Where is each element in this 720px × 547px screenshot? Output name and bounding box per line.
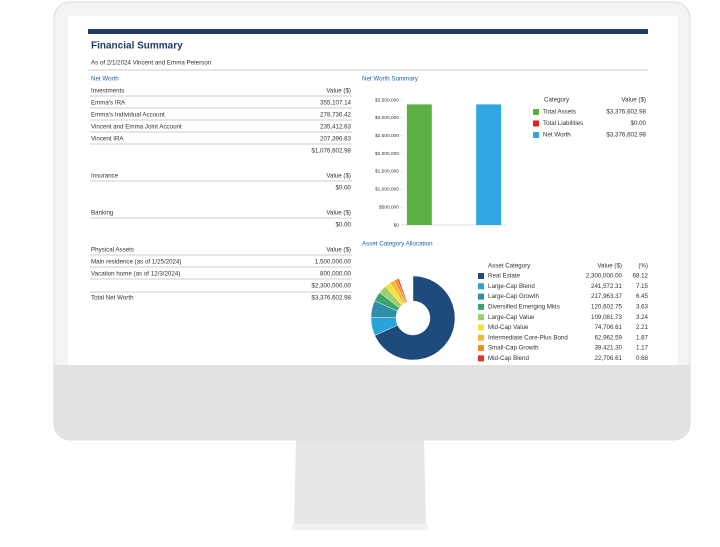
row-label: Vacation home (as of 12/3/2024) xyxy=(91,271,180,278)
legend-swatch xyxy=(533,120,539,127)
legend-percent: 3.63 xyxy=(636,304,649,311)
section-total: $0.00 xyxy=(336,222,352,229)
title: Financial Summary xyxy=(91,41,183,52)
legend-swatch xyxy=(478,283,484,290)
table-header: Value ($) xyxy=(326,88,351,95)
legend-value: $0.00 xyxy=(631,120,647,127)
legend-swatch xyxy=(478,345,484,352)
table-header: Investments xyxy=(91,88,124,95)
legend-value: $3,376,602.98 xyxy=(606,132,646,139)
row-value: 355,107.14 xyxy=(320,100,352,107)
legend-swatch xyxy=(478,324,484,331)
row-label: Vincent and Emma Joint Account xyxy=(91,124,182,131)
legend-percent: 1.87 xyxy=(636,334,649,341)
legend-value: $3,376,602.98 xyxy=(606,109,646,116)
row-value: 235,412.63 xyxy=(320,124,352,131)
y-tick-label: $500,000 xyxy=(379,204,399,210)
row-value: 207,396.83 xyxy=(320,136,352,143)
chart-title: Net Worth Summary xyxy=(362,76,419,83)
y-tick-label: $3,500,000 xyxy=(375,97,399,103)
legend-swatch xyxy=(478,303,484,310)
bar xyxy=(406,104,432,225)
legend-swatch xyxy=(478,314,484,321)
legend-value: 62,962.59 xyxy=(594,334,622,341)
legend-label: Mid-Cap Value xyxy=(488,324,529,331)
y-tick-label: $3,000,000 xyxy=(375,115,399,121)
legend-swatch xyxy=(478,293,484,300)
table-header: Value ($) xyxy=(326,247,351,254)
chart-title: Asset Category Allocation xyxy=(362,241,433,248)
legend-swatch xyxy=(478,355,484,362)
legend-swatch xyxy=(478,334,484,341)
table-header: Physical Assets xyxy=(91,247,134,254)
row-label: Emma's IRA xyxy=(91,100,126,107)
monitor-chin xyxy=(54,365,690,440)
section-total: $2,300,000.00 xyxy=(311,283,351,290)
legend-swatch xyxy=(478,273,484,279)
section-total: $1,076,602.98 xyxy=(311,148,351,155)
legend-value: 120,602.75 xyxy=(591,304,623,311)
y-tick-label: $1,500,000 xyxy=(375,169,399,175)
legend-label: Large-Cap Blend xyxy=(488,283,535,290)
legend-label: Diversified Emerging Mkts xyxy=(488,304,560,311)
legend-value: 74,706.61 xyxy=(594,324,622,331)
legend-header: (%) xyxy=(638,263,648,270)
donut-slice xyxy=(396,278,408,303)
legend-label: Mid-Cap Blend xyxy=(488,355,529,362)
legend-label: Real Estate xyxy=(488,273,521,280)
legend-percent: 3.24 xyxy=(636,314,649,321)
donut-slice xyxy=(374,275,456,361)
legend-value: 39,421.30 xyxy=(594,345,622,352)
y-tick-label: $2,000,000 xyxy=(375,151,399,157)
legend-label: Total Assets xyxy=(543,109,576,116)
row-label: Vincent IRA xyxy=(91,136,124,143)
row-value: 278,736.42 xyxy=(320,112,352,119)
legend-value: 109,081.73 xyxy=(591,314,623,321)
legend-label: Net Worth xyxy=(543,132,571,139)
table-header: Value ($) xyxy=(326,173,351,180)
legend-value: 241,572.31 xyxy=(591,283,623,290)
legend-percent: 7.15 xyxy=(636,283,649,290)
row-value: 800,000.00 xyxy=(320,271,352,278)
legend-swatch xyxy=(533,132,539,138)
legend-percent: 0.68 xyxy=(636,355,649,362)
legend-value: 22,706.61 xyxy=(594,355,622,362)
row-label: Main residence (as of 1/25/2024) xyxy=(91,259,181,266)
section-heading: Net Worth xyxy=(91,76,119,83)
grand-total: $3,376,602.98 xyxy=(311,295,351,302)
legend-percent: 1.17 xyxy=(636,345,649,352)
grand-total-label: Total Net Worth xyxy=(91,295,134,302)
y-tick-label: $0 xyxy=(394,222,400,228)
legend-value: 2,300,000.00 xyxy=(586,273,623,280)
row-label: Emma's Individual Account xyxy=(91,112,165,119)
legend-percent: 2.21 xyxy=(636,324,649,331)
bar xyxy=(476,104,502,225)
table-header: Insurance xyxy=(91,173,119,180)
legend-header: Category xyxy=(544,97,570,104)
y-tick-label: $1,000,000 xyxy=(375,187,399,193)
legend-value: 217,963.37 xyxy=(591,293,623,300)
legend-label: Intermediate Core-Plus Bond xyxy=(488,334,568,341)
legend-percent: 68.12 xyxy=(633,273,649,280)
legend-percent: 6.45 xyxy=(636,293,649,300)
section-total: $0.00 xyxy=(336,185,352,192)
stand xyxy=(294,438,426,528)
legend-header: Value ($) xyxy=(621,97,646,104)
legend-label: Large-Cap Growth xyxy=(488,293,539,300)
legend-label: Small-Cap Growth xyxy=(488,345,539,352)
table-header: Value ($) xyxy=(326,210,351,217)
document: Financial Summary As of 2/1/2024 Vincent… xyxy=(88,29,649,362)
y-tick-label: $2,500,000 xyxy=(375,133,399,139)
legend-header: Asset Category xyxy=(488,263,531,270)
stand-base xyxy=(292,524,428,530)
legend-header: Value ($) xyxy=(597,263,622,270)
legend-swatch xyxy=(533,109,539,115)
legend-label: Large-Cap Value xyxy=(488,314,535,321)
row-value: 1,500,000.00 xyxy=(315,259,352,266)
subtitle: As of 2/1/2024 Vincent and Emma Peterson xyxy=(91,60,212,67)
legend-label: Total Liabilities xyxy=(543,120,583,127)
table-header: Banking xyxy=(91,210,114,217)
header-bar xyxy=(88,29,648,34)
